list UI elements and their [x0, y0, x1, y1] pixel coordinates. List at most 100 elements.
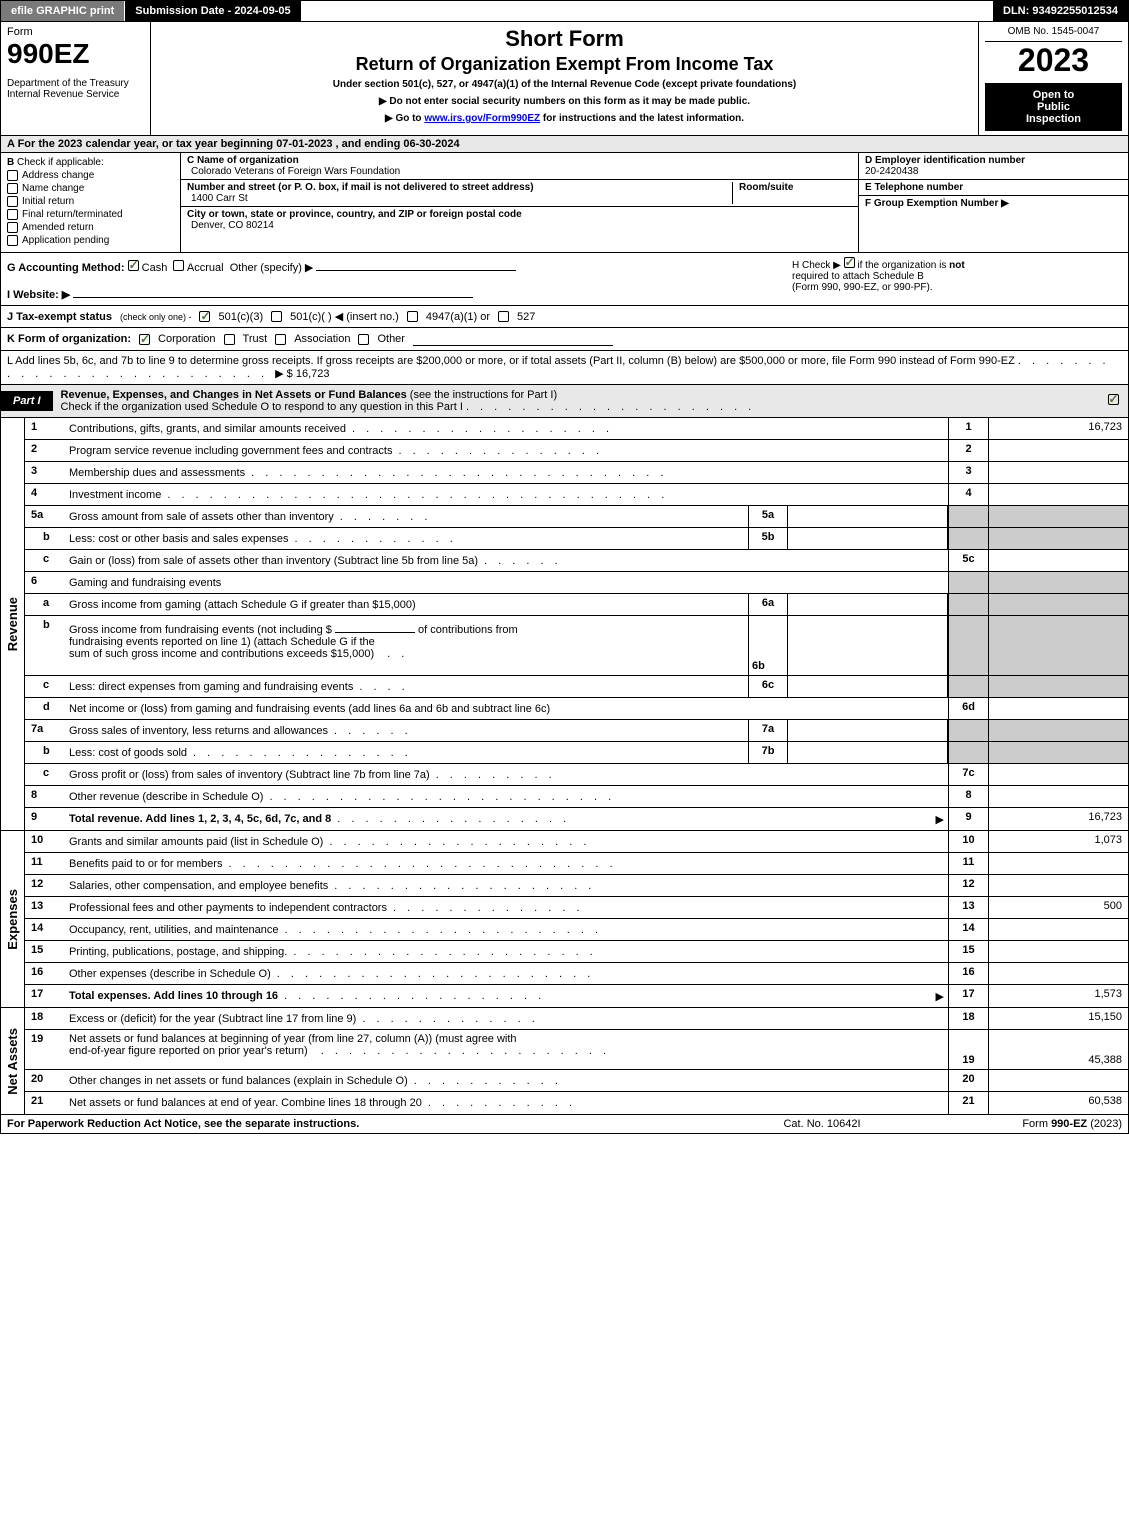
line-6-ref	[948, 572, 988, 593]
city-label: City or town, state or province, country…	[187, 209, 522, 220]
h-text-4: (Form 990, 990-EZ, or 990-PF).	[792, 282, 933, 293]
entity-block: B Check if applicable: Address change Na…	[0, 153, 1129, 253]
room-label: Room/suite	[739, 182, 852, 193]
irs-link[interactable]: www.irs.gov/Form990EZ	[424, 113, 540, 124]
line-21-amount: 60,538	[988, 1092, 1128, 1114]
line-1-ref: 1	[948, 418, 988, 439]
form-title-block: Short Form Return of Organization Exempt…	[151, 22, 978, 135]
checkbox-trust[interactable]	[224, 334, 235, 345]
accounting-other-field[interactable]	[316, 257, 516, 271]
line-5a-amount	[988, 506, 1128, 527]
checkbox-501c3[interactable]	[199, 311, 210, 322]
line-7b-sub: 7b	[748, 742, 788, 763]
line-11-desc: Benefits paid to or for members	[69, 858, 222, 870]
line-9-ref: 9	[948, 808, 988, 830]
checkbox-application-pending[interactable]	[7, 235, 18, 246]
line-2-desc: Program service revenue including govern…	[69, 445, 392, 457]
form-number: 990EZ	[7, 38, 144, 70]
line-9-desc: Total revenue. Add lines 1, 2, 3, 4, 5c,…	[69, 813, 331, 825]
checkbox-accrual[interactable]	[173, 260, 184, 271]
instructions-line: ▶ Go to www.irs.gov/Form990EZ for instru…	[157, 113, 972, 124]
part-1-tab: Part I	[1, 391, 53, 411]
line-5b-num: b	[25, 528, 65, 549]
line-18-num: 18	[25, 1008, 65, 1029]
line-6b-desc-1: Gross income from fundraising events (no…	[69, 624, 332, 636]
line-6c-num: c	[25, 676, 65, 697]
checkbox-amended-return[interactable]	[7, 222, 18, 233]
line-6b-contrib-field[interactable]	[335, 619, 415, 633]
line-18-ref: 18	[948, 1008, 988, 1029]
line-7b-desc: Less: cost of goods sold	[69, 747, 187, 759]
line-13-amount: 500	[988, 897, 1128, 918]
opt-final-return: Final return/terminated	[22, 209, 123, 220]
line-16-amount	[988, 963, 1128, 984]
line-5a-sub: 5a	[748, 506, 788, 527]
line-8-amount	[988, 786, 1128, 807]
line-12-num: 12	[25, 875, 65, 896]
line-6-desc: Gaming and fundraising events	[69, 577, 221, 589]
line-17-desc: Total expenses. Add lines 10 through 16	[69, 990, 278, 1002]
website-field[interactable]	[73, 284, 473, 298]
arrow-icon: ▶	[936, 813, 944, 826]
section-gh: G Accounting Method: Cash Accrual Other …	[0, 253, 1129, 306]
line-6d-num: d	[25, 698, 65, 719]
checkbox-527[interactable]	[498, 311, 509, 322]
section-j: J Tax-exempt status (check only one) - 5…	[0, 306, 1129, 328]
line-11-ref: 11	[948, 853, 988, 874]
checkbox-initial-return[interactable]	[7, 196, 18, 207]
line-6a-amount	[988, 594, 1128, 615]
checkbox-name-change[interactable]	[7, 183, 18, 194]
line-l-text: L Add lines 5b, 6c, and 7b to line 9 to …	[7, 355, 1015, 367]
line-2-amount	[988, 440, 1128, 461]
form-right-block: OMB No. 1545-0047 2023 Open to Public In…	[978, 22, 1128, 135]
line-14-desc: Occupancy, rent, utilities, and maintena…	[69, 924, 279, 936]
line-3-desc: Membership dues and assessments	[69, 467, 245, 479]
checkbox-association[interactable]	[275, 334, 286, 345]
line-6-amount	[988, 572, 1128, 593]
line-20-num: 20	[25, 1070, 65, 1091]
paperwork-notice: For Paperwork Reduction Act Notice, see …	[7, 1118, 722, 1130]
section-l: L Add lines 5b, 6c, and 7b to line 9 to …	[0, 351, 1129, 385]
line-20-desc: Other changes in net assets or fund bala…	[69, 1075, 408, 1087]
expenses-vertical-label: Expenses	[1, 831, 25, 1007]
accounting-method-label: G Accounting Method:	[7, 262, 125, 274]
line-19-desc-1: Net assets or fund balances at beginning…	[69, 1033, 944, 1045]
dept-label: Department of the Treasury	[7, 78, 144, 89]
line-13-num: 13	[25, 897, 65, 918]
line-10-desc: Grants and similar amounts paid (list in…	[69, 836, 323, 848]
h-text-1: H Check ▶	[792, 260, 841, 271]
net-assets-vertical-label: Net Assets	[1, 1008, 25, 1114]
other-org-field[interactable]	[413, 332, 613, 346]
line-6a-desc: Gross income from gaming (attach Schedul…	[69, 599, 416, 611]
line-15-num: 15	[25, 941, 65, 962]
line-5c-amount	[988, 550, 1128, 571]
cash-label: Cash	[142, 262, 168, 274]
efile-print-button[interactable]: efile GRAPHIC print	[1, 1, 125, 21]
line-7c-desc: Gross profit or (loss) from sales of inv…	[69, 769, 430, 781]
line-12-ref: 12	[948, 875, 988, 896]
line-10-ref: 10	[948, 831, 988, 852]
line-14-amount	[988, 919, 1128, 940]
ein-value: 20-2420438	[865, 166, 1122, 177]
line-18-amount: 15,150	[988, 1008, 1128, 1029]
checkbox-cash[interactable]	[128, 260, 139, 271]
checkbox-4947[interactable]	[407, 311, 418, 322]
line-5a-desc: Gross amount from sale of assets other t…	[69, 511, 334, 523]
checkbox-schedule-b-not-required[interactable]	[844, 257, 855, 268]
line-5a-subval	[788, 506, 948, 527]
line-7b-num: b	[25, 742, 65, 763]
line-6b-desc-2: fundraising events reported on line 1) (…	[69, 636, 744, 648]
checkbox-501c[interactable]	[271, 311, 282, 322]
opt-501c3: 501(c)(3)	[218, 311, 263, 323]
check-only-one: (check only one) -	[120, 312, 192, 322]
line-21-desc: Net assets or fund balances at end of ye…	[69, 1097, 422, 1109]
checkbox-other-org[interactable]	[358, 334, 369, 345]
checkbox-corporation[interactable]	[139, 334, 150, 345]
checkbox-final-return[interactable]	[7, 209, 18, 220]
checkbox-address-change[interactable]	[7, 170, 18, 181]
checkbox-schedule-o-used[interactable]	[1108, 394, 1119, 405]
line-a-tax-year: A For the 2023 calendar year, or tax yea…	[0, 136, 1129, 153]
line-5b-ref	[948, 528, 988, 549]
form-reference: Form 990-EZ (2023)	[922, 1118, 1122, 1130]
title-subtext: Under section 501(c), 527, or 4947(a)(1)…	[157, 79, 972, 90]
